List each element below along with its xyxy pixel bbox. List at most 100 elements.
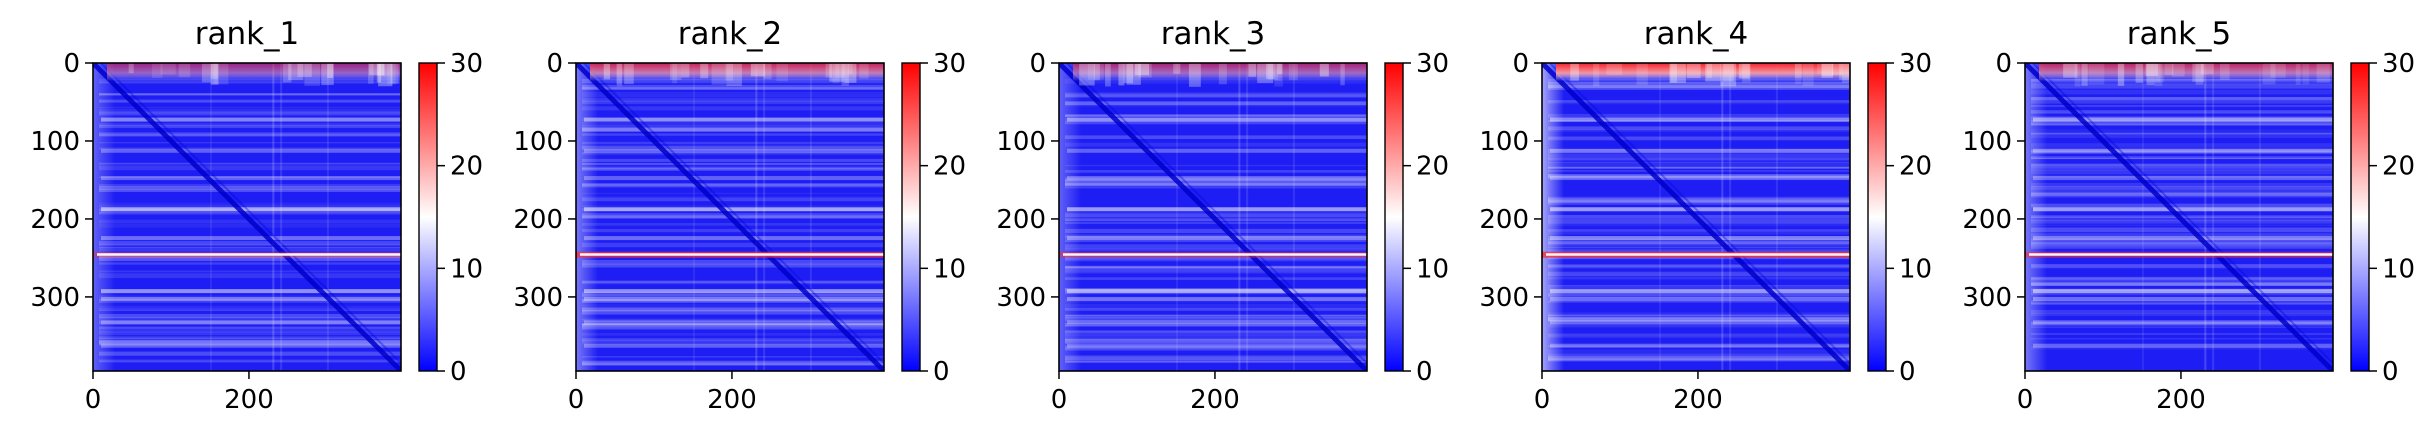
heatmap-svg-2: rank_2 0 100 200 300 0 200 0 10 20 30 [513, 16, 966, 415]
heatmap-streak [99, 122, 401, 127]
heatmap-streak [99, 344, 401, 346]
heatmap-top-notch [2316, 63, 2330, 83]
heatmap-top-notch [2164, 63, 2174, 76]
heatmap-streak [582, 356, 884, 358]
heatmap-streak [2031, 186, 2333, 190]
colorbar-tick-label: 30 [933, 49, 966, 79]
heatmap-top-notch [327, 63, 334, 78]
y-tick-label: 200 [1479, 205, 1529, 235]
heatmap-streak [99, 183, 401, 189]
heatmap-streak [1065, 359, 1367, 361]
heatmap-top-notch [1079, 63, 1095, 86]
x-tick-label: 0 [1534, 385, 1551, 415]
heatmap-panel-4: rank_4 0 100 200 300 0 200 0 10 20 30 [1449, 0, 1936, 438]
panel-title: rank_2 [678, 16, 783, 52]
heatmap-streak [2031, 105, 2333, 107]
heatmap-top-notch [160, 63, 176, 75]
heatmap-streak [99, 256, 401, 262]
heatmap-top-notch [1720, 63, 1737, 87]
heatmap-top-notch [1257, 63, 1274, 84]
heatmap-streak [1548, 353, 1850, 358]
heatmap-top-notch [2192, 63, 2205, 82]
heatmap-streak [582, 124, 884, 127]
heatmap-streak [1065, 254, 1367, 260]
heatmap-streak [1065, 331, 1367, 337]
heatmap-top-notch [151, 63, 163, 78]
heatmap-streak [582, 183, 884, 188]
heatmap-streak [2031, 96, 2333, 101]
heatmap-streak [2031, 149, 2333, 155]
heatmap-top-notch [2262, 63, 2276, 85]
heatmap-streak [1548, 264, 1850, 269]
y-tick-label: 0 [63, 49, 80, 79]
heatmap-light-row [1550, 176, 1850, 181]
heatmap-streak [582, 242, 884, 248]
heatmap-streak [1065, 265, 1367, 269]
heatmap-diagonal-band [1066, 63, 1367, 364]
heatmap-streak [582, 158, 884, 162]
heatmap-streak [1548, 83, 1850, 89]
heatmap-streak [99, 273, 401, 279]
heatmap-streak [1548, 163, 1850, 169]
colorbar-tick-label: 30 [1416, 49, 1449, 79]
heatmap-streak [1065, 180, 1367, 182]
y-tick-label: 200 [513, 205, 563, 235]
heatmap-top-notch [282, 63, 292, 83]
heatmap-streak [2031, 346, 2333, 350]
heatmap-light-row [1067, 296, 1367, 301]
heatmap-streak [1548, 355, 1850, 361]
heatmap-streak [1548, 229, 1850, 232]
heatmap-light-row [2033, 289, 2333, 294]
heatmap-streak [582, 87, 884, 90]
heatmap-light-col [1721, 63, 1724, 371]
heatmap-top-notch [2146, 63, 2161, 83]
heatmap-streak [2031, 98, 2333, 104]
heatmap-top-notch [616, 63, 622, 85]
heatmap-streak [99, 106, 401, 109]
heatmap-streak [2031, 188, 2333, 194]
heatmap-streak [1065, 239, 1367, 243]
heatmap-streak [99, 93, 401, 96]
heatmap-light-row [1067, 117, 1367, 122]
heatmap-top-notch [1138, 63, 1152, 78]
heatmap-top-notch [2302, 63, 2310, 85]
heatmap-streak [582, 298, 884, 303]
heatmap-streak [1065, 317, 1367, 321]
heatmap-streak [2031, 282, 2333, 286]
colorbar-tick-label: 30 [1899, 49, 1932, 79]
x-tick-label: 200 [707, 385, 757, 415]
heatmap-streak [582, 360, 884, 365]
colorbar [1384, 62, 1404, 372]
heatmap-left-edge [2025, 63, 2047, 371]
heatmap-streak [582, 163, 884, 166]
heatmap-streak [1548, 100, 1850, 103]
heatmap-streak [2031, 111, 2333, 113]
heatmap-top-notch [1636, 63, 1648, 85]
heatmap-streak [99, 184, 401, 187]
y-tick-label: 200 [1962, 205, 2012, 235]
heatmap-top-notch [681, 63, 690, 78]
heatmap-top-band [2039, 63, 2333, 81]
heatmap-streak [1548, 333, 1850, 337]
heatmap-top-notch [377, 63, 385, 76]
heatmap-streak [1065, 314, 1367, 317]
heatmap-light-row [101, 117, 401, 122]
heatmap-light-row [2033, 176, 2333, 181]
heatmap-light-row [1550, 296, 1850, 301]
heatmap-streak [99, 326, 401, 329]
heatmap-streak [99, 165, 401, 171]
heatmap-streak [582, 198, 884, 202]
heatmap-top-notch [835, 63, 846, 79]
heatmap-top-band [590, 63, 884, 81]
heatmap-streak [582, 146, 884, 150]
heatmap-streak [1548, 238, 1850, 243]
heatmap-streak [99, 270, 401, 273]
heatmap-streak [1548, 153, 1850, 158]
heatmap-matrix [1059, 63, 1367, 371]
heatmap-streak [1065, 307, 1367, 311]
heatmap-light-col [326, 63, 329, 371]
heatmap-diagonal [2025, 63, 2333, 371]
heatmap-top-notch [1173, 63, 1181, 74]
heatmap-light-row [101, 236, 401, 241]
heatmap-top-notch [1105, 63, 1111, 87]
